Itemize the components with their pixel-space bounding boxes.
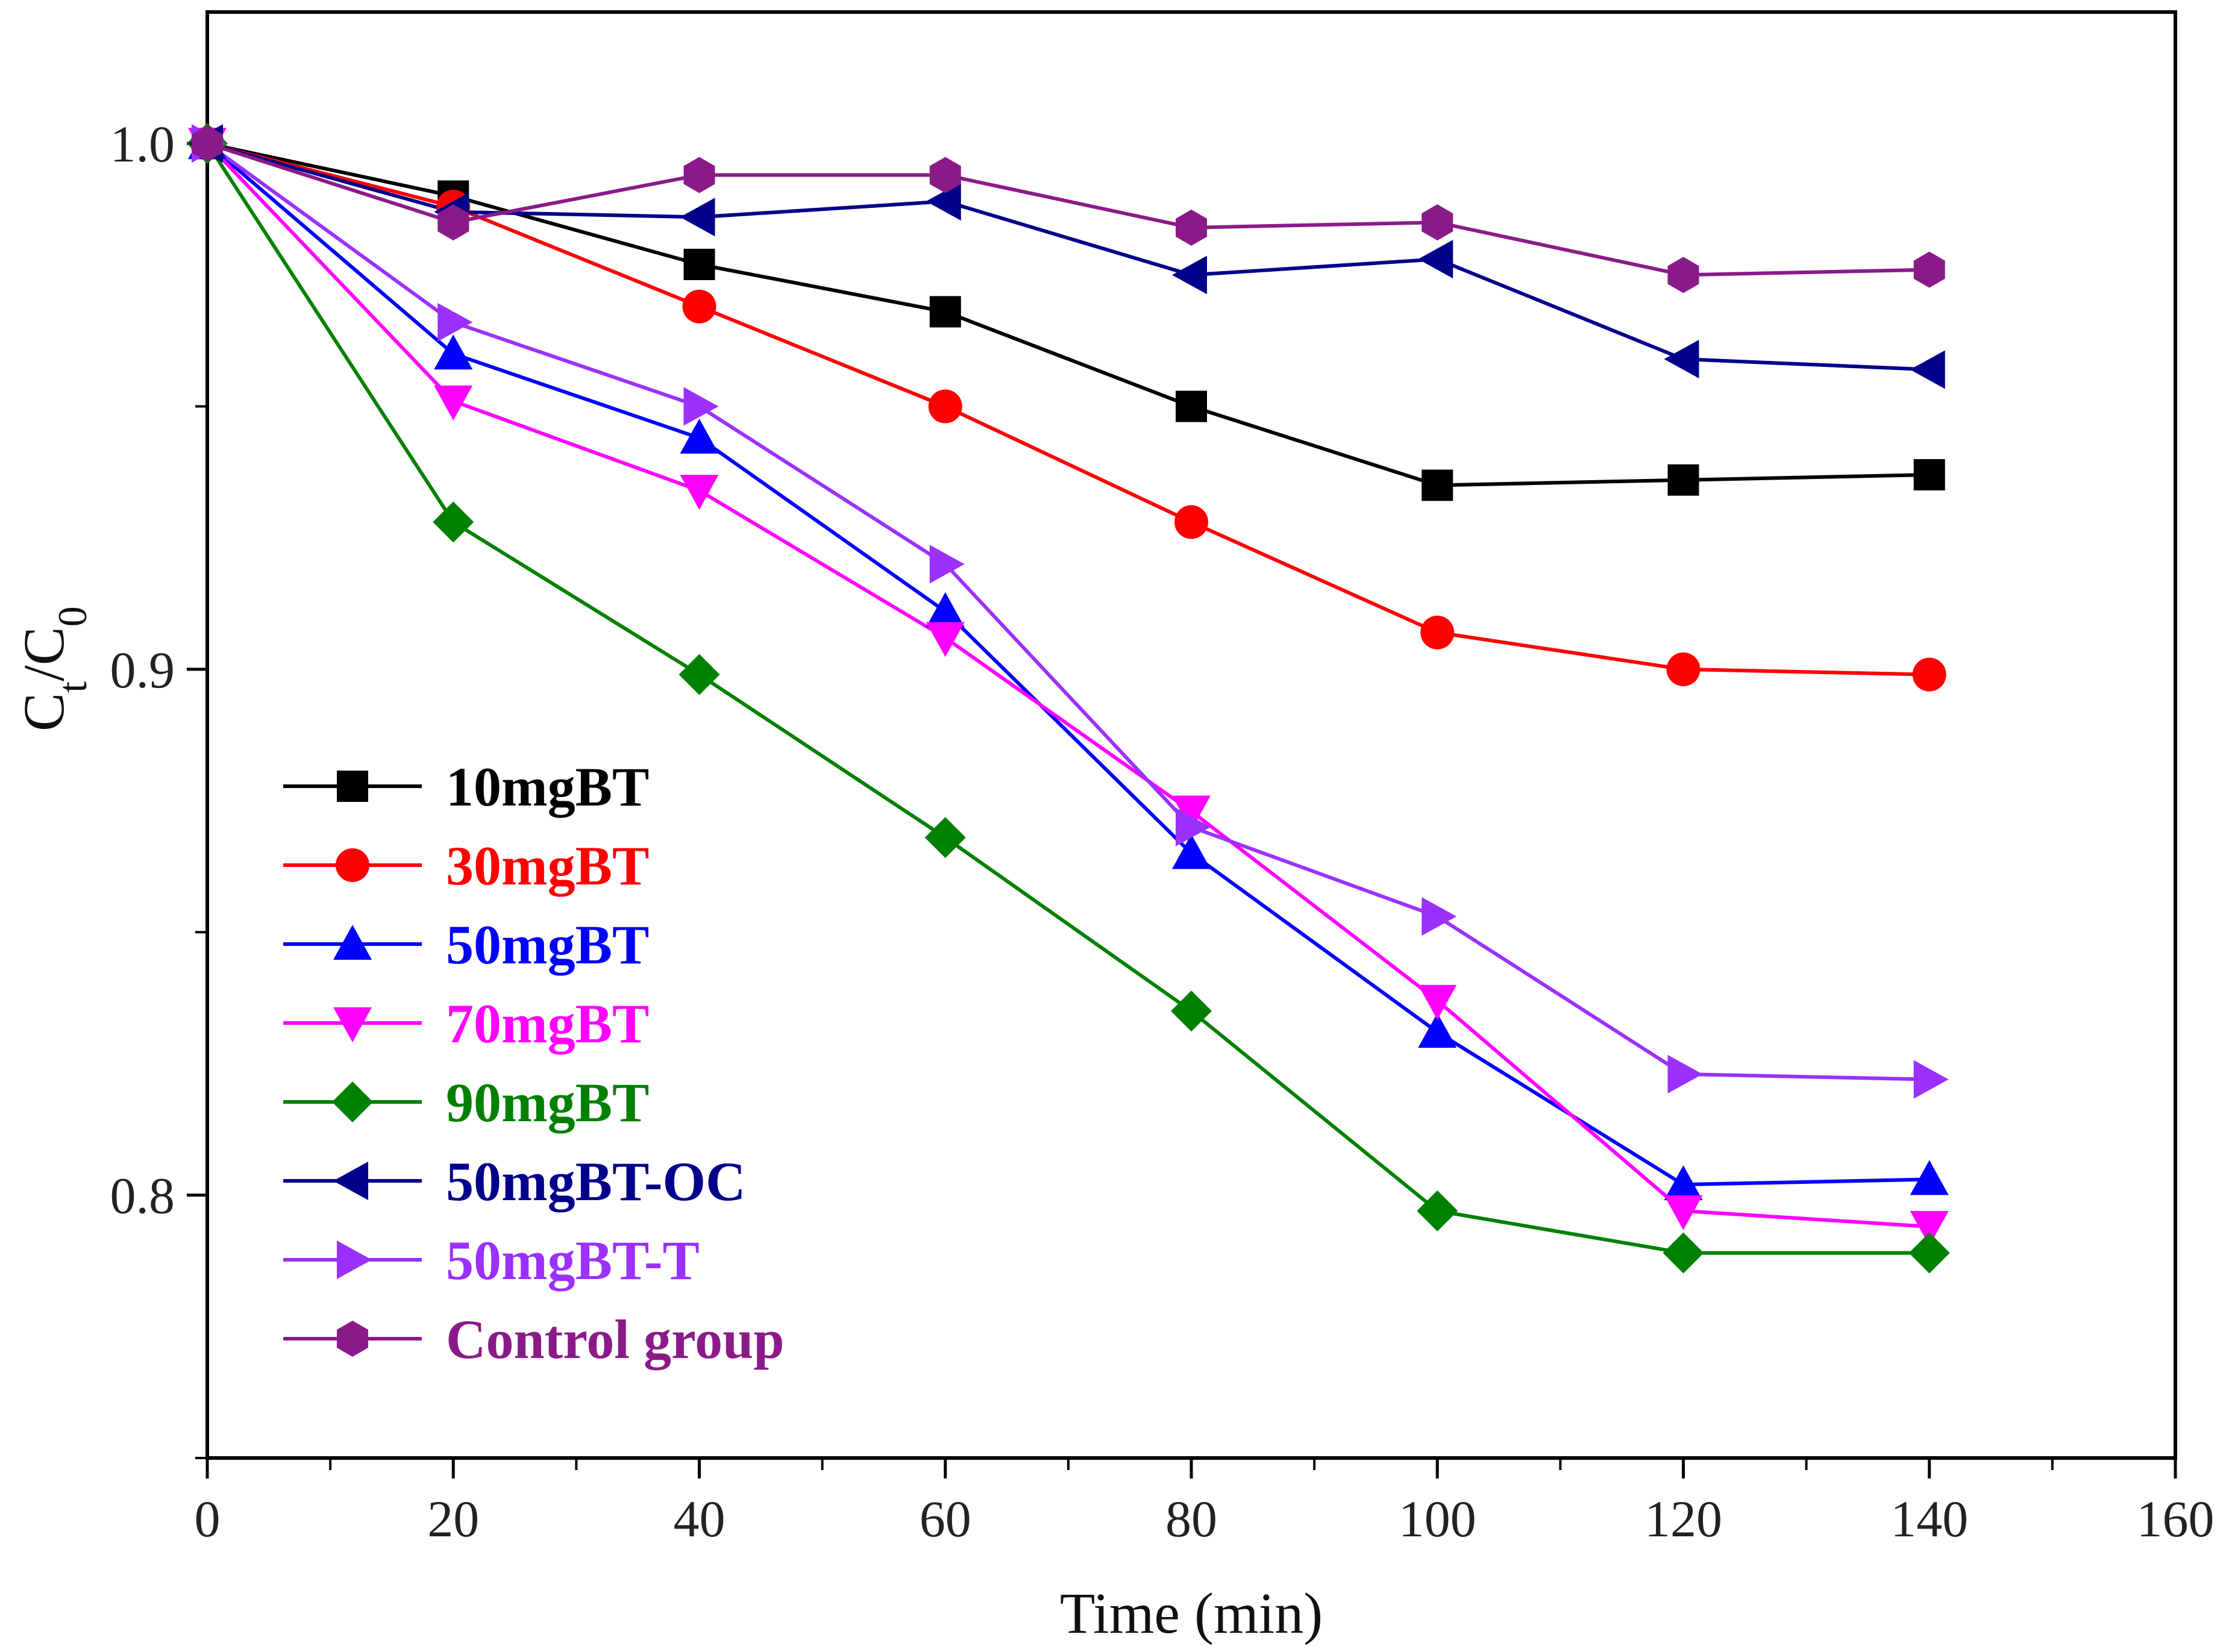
data-point-10mgbt [1422,469,1453,501]
plot-frame [205,10,2177,1460]
data-point-10mgbt [1913,459,1945,490]
series-line-90mgbt [205,142,1929,1255]
data-point-50mgbt-oc [926,182,961,221]
series-line-10mgbt [207,142,1929,487]
data-point-50mgbt [926,592,965,627]
x-tick-label: 100 [1399,1490,1476,1548]
data-point-90mgbt [1417,1190,1458,1231]
data-point-70mgbt [1418,984,1457,1020]
data-point-50mgbt-t [929,545,965,584]
data-point-50mgbt-oc [1172,255,1207,295]
data-point-50mgbt [680,418,719,454]
data-point-70mgbt [680,475,719,510]
series-line-50mgbt [206,142,1929,1187]
x-tick-label: 80 [1165,1490,1217,1548]
legend-marker-90mgbt [332,1081,373,1122]
legend-label-50mgbt-t: 50mgBT-T [446,1230,700,1291]
legend-label-70mgbt: 70mgBT [446,993,649,1054]
data-point-control-group [1422,204,1453,241]
legend-label-control-group: Control group [446,1309,784,1370]
data-point-control-group [192,125,223,162]
data-point-90mgbt [433,501,474,543]
data-point-30mgbt [682,289,716,324]
y-tick-label: 0.8 [110,1167,175,1225]
data-point-70mgbt [434,385,473,421]
data-point-50mgbt-oc [1664,340,1699,378]
data-point-control-group [683,157,715,193]
legend-label-50mgbt-oc: 50mgBT-OC [446,1151,746,1212]
data-point-50mgbt [434,334,473,370]
data-point-50mgbt-t [683,387,719,426]
series-line-30mgbt [207,142,1929,677]
legend-marker-50mgbt [333,925,372,960]
axis-ticks: 0 20 40 60 80 100 120 140 160 0.8 0.9 1.0 [110,115,2215,1548]
y-axis-title: Ct/C0 [11,606,95,731]
legend-marker-70mgbt [333,1007,372,1042]
data-point-70mgbt [926,622,965,657]
x-tick-label: 60 [920,1490,971,1548]
legend: 10mgBT 30mgBT 50mgBT 70mgBT 90mgBT 50mgBT-OC 5… [283,756,784,1370]
y-tick-label: 0.9 [110,641,175,699]
data-point-70mgbt [1664,1195,1703,1230]
data-point-90mgbt [1663,1232,1704,1274]
data-point-70mgbt [1910,1211,1949,1246]
plot-area [205,10,2177,1460]
series-line-control-group [207,142,1929,277]
data-point-50mgbt-oc [680,198,715,237]
data-point-50mgbt [1664,1165,1703,1201]
data-point-70mgbt [1172,795,1211,831]
legend-marker-50mgbt-oc [333,1162,368,1200]
data-point-50mgbt [1418,1013,1457,1048]
x-tick-label: 120 [1644,1490,1722,1548]
data-point-50mgbt-t [1176,807,1211,846]
series-lines [205,142,1929,1255]
x-tick-label: 160 [2137,1490,2215,1548]
data-point-90mgbt [1171,990,1212,1032]
data-point-90mgbt [679,654,720,695]
data-point-50mgbt-t [1667,1054,1703,1094]
x-axis-title: Time (min) [1060,1581,1323,1645]
x-tick-label: 40 [674,1490,726,1548]
series-line-70mgbt [205,142,1929,1228]
data-point-10mgbt [1176,390,1207,422]
series-line-50mgbt-t [206,142,1929,1081]
series-markers [187,123,1950,1274]
data-point-30mgbt [1666,652,1701,686]
legend-marker-10mgbt [337,771,368,802]
data-point-50mgbt [1172,834,1211,869]
data-point-10mgbt [1667,464,1699,496]
data-point-50mgbt-t [1422,897,1457,936]
data-point-10mgbt [929,296,961,328]
data-point-50mgbt-t [437,302,473,342]
legend-marker-30mgbt [336,848,369,882]
data-point-control-group [1667,257,1699,293]
x-tick-label: 20 [427,1490,479,1548]
data-point-30mgbt [1420,615,1455,649]
data-point-control-group [1913,251,1945,288]
data-point-50mgbt-oc [1418,240,1453,279]
data-point-control-group [1176,209,1207,246]
data-point-50mgbt-oc [1910,350,1945,389]
legend-label-90mgbt: 90mgBT [446,1072,649,1133]
legend-marker-control-group [337,1321,368,1357]
data-point-30mgbt [1912,657,1946,692]
legend-label-10mgbt: 10mgBT [446,756,649,818]
data-point-90mgbt [1908,1232,1950,1274]
data-point-10mgbt [683,248,715,280]
data-point-control-group [929,157,961,193]
data-point-50mgbt [1910,1160,1949,1195]
data-point-30mgbt [1174,505,1208,539]
x-tick-label: 140 [1890,1490,1968,1548]
legend-label-30mgbt: 30mgBT [446,835,649,896]
data-point-30mgbt [928,389,962,424]
legend-label-50mgbt: 50mgBT [446,914,649,975]
legend-marker-50mgbt-t [337,1241,372,1279]
data-point-50mgbt-t [1913,1060,1949,1099]
y-tick-label: 1.0 [110,115,175,173]
data-point-90mgbt [924,817,966,859]
x-tick-label: 0 [195,1490,221,1548]
data-point-control-group [437,204,469,241]
